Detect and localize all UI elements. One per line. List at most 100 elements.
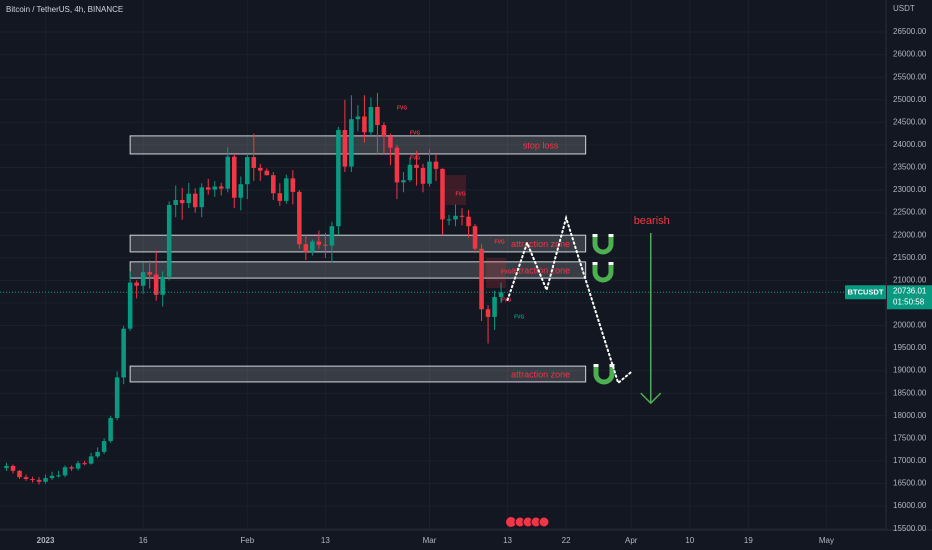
- y-tick-label: 19000.00: [893, 366, 927, 375]
- candle-body: [433, 161, 439, 169]
- candle-body: [485, 309, 491, 317]
- y-tick-label: 22000.00: [893, 230, 927, 239]
- x-tick-label: 16: [139, 536, 148, 545]
- x-tick-label: 22: [562, 536, 571, 545]
- candle-body: [75, 463, 81, 469]
- bearish-arrow-head: [640, 392, 662, 405]
- zone-label: attraction zone: [511, 265, 570, 275]
- candle-body: [179, 199, 185, 204]
- price-badge-text: 20736.01: [893, 286, 927, 295]
- candle-body: [134, 282, 139, 286]
- symbol-badge: [845, 285, 886, 300]
- candle-body: [388, 136, 393, 148]
- candle-body: [329, 226, 335, 246]
- candle-body: [166, 204, 172, 277]
- overlay: stop loss attraction zone attraction zone a…: [0, 105, 885, 528]
- candle-body: [36, 479, 42, 482]
- fvg-box: [486, 258, 506, 288]
- candle-body: [43, 478, 48, 482]
- candle-body: [173, 199, 178, 205]
- candle-body: [153, 274, 159, 295]
- candle-body: [446, 219, 452, 221]
- candle-body: [160, 276, 165, 295]
- zone-label: stop loss: [523, 140, 559, 150]
- candle-body: [108, 418, 113, 442]
- x-tick-label: 13: [321, 536, 330, 545]
- candle-body: [440, 168, 445, 220]
- y-tick-label: 25500.00: [893, 72, 927, 81]
- candle-body: [212, 186, 218, 190]
- candle-body: [303, 244, 309, 252]
- candle-body: [459, 215, 465, 217]
- candle-body: [297, 191, 302, 245]
- candle-body: [336, 130, 341, 227]
- candle-body: [69, 467, 74, 469]
- candle-body: [245, 157, 250, 185]
- y-tick-label: 25000.00: [893, 95, 927, 104]
- fvg-label: FVG: [410, 130, 420, 136]
- y-tick-label: 26500.00: [893, 27, 927, 36]
- x-tick-label: Mar: [423, 536, 437, 545]
- candle-body: [49, 475, 55, 479]
- candle-body: [342, 130, 348, 167]
- candle-body: [381, 125, 387, 137]
- y-tick-label: 23500.00: [893, 163, 927, 172]
- candle-body: [420, 167, 426, 184]
- x-tick-label: Feb: [240, 536, 254, 545]
- bearish-label: bearish: [634, 215, 670, 227]
- candle-body: [147, 272, 152, 275]
- candle-body: [401, 180, 406, 183]
- zone: [129, 135, 587, 155]
- candle-body: [258, 167, 263, 171]
- candle-body: [23, 477, 29, 479]
- candle-body: [453, 215, 458, 220]
- y-tick-label: 24500.00: [893, 117, 927, 126]
- y-tick-label: 21500.00: [893, 253, 927, 262]
- candle-body: [225, 156, 231, 189]
- candle-body: [251, 157, 257, 168]
- candle-body: [407, 164, 413, 181]
- candle-body: [479, 248, 484, 310]
- y-tick-label: 23000.00: [893, 185, 927, 194]
- y-tick-label: 17000.00: [893, 456, 927, 465]
- candle-body: [95, 451, 100, 457]
- candle-body: [427, 161, 432, 184]
- candle-body: [472, 226, 478, 249]
- y-tick-label: 16000.00: [893, 501, 927, 510]
- candle-body: [316, 241, 322, 245]
- candle-body: [355, 116, 361, 120]
- y-tick-label: 20000.00: [893, 321, 927, 330]
- x-tick-label: 2023: [37, 536, 55, 545]
- y-tick-label: 16500.00: [893, 479, 927, 488]
- event-icons: [506, 516, 550, 528]
- candle-body: [101, 441, 107, 452]
- candle-body: [114, 377, 120, 419]
- y-tick-label: 15500.00: [893, 524, 927, 533]
- x-tick-label: 19: [744, 536, 753, 545]
- zone-label: attraction zone: [511, 369, 570, 379]
- zone: [129, 365, 587, 383]
- y-tick-label: 26000.00: [893, 50, 927, 59]
- candle-body: [56, 475, 61, 477]
- candle-body: [414, 164, 419, 168]
- fvg-box: [445, 175, 466, 205]
- y-tick-label: 18000.00: [893, 411, 927, 420]
- candle-body: [362, 116, 367, 133]
- fvg-label: FVG: [501, 297, 511, 303]
- candle-body: [218, 186, 224, 189]
- candle-body: [394, 147, 400, 183]
- candle-body: [284, 178, 289, 201]
- fvg-label: FVG: [410, 155, 420, 161]
- symbol-badge-text: BTCUSDT: [848, 287, 884, 296]
- y-tick-label: 22500.00: [893, 208, 927, 217]
- candle-body: [82, 463, 87, 465]
- candle-body: [375, 106, 380, 126]
- candle-body: [88, 456, 94, 464]
- x-tick-label: 10: [685, 536, 694, 545]
- candle-body: [492, 297, 497, 317]
- zone-label: attraction zone: [511, 239, 570, 249]
- candle-body: [290, 178, 296, 192]
- x-tick-label: May: [819, 536, 834, 545]
- candles: [4, 92, 504, 485]
- y-tick-label: 18500.00: [893, 388, 927, 397]
